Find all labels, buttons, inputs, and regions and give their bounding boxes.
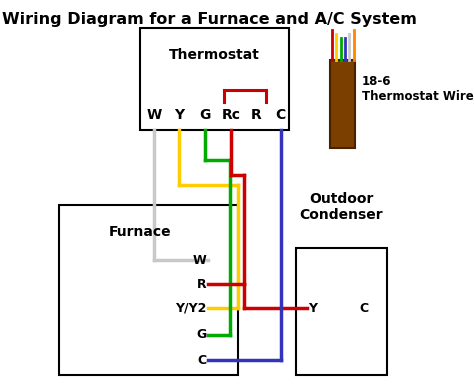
Text: Rc: Rc — [222, 108, 241, 122]
Bar — [330, 60, 356, 148]
Text: R: R — [197, 278, 206, 291]
Text: Thermostat: Thermostat — [169, 48, 260, 62]
Text: C: C — [359, 301, 368, 314]
Text: Outdoor
Condenser: Outdoor Condenser — [300, 192, 383, 222]
Text: C: C — [276, 108, 286, 122]
Text: W: W — [192, 253, 206, 267]
Bar — [296, 248, 387, 375]
Text: C: C — [197, 353, 206, 366]
Bar — [59, 205, 237, 375]
Text: G: G — [199, 108, 210, 122]
Bar — [140, 28, 289, 130]
Text: G: G — [196, 328, 206, 341]
Text: Y/Y2: Y/Y2 — [175, 301, 206, 314]
Text: Wiring Diagram for a Furnace and A/C System: Wiring Diagram for a Furnace and A/C Sys… — [2, 12, 417, 27]
Text: R: R — [250, 108, 261, 122]
Text: Y: Y — [174, 108, 184, 122]
Text: Y: Y — [308, 301, 317, 314]
Text: W: W — [146, 108, 161, 122]
Text: 18-6
Thermostat Wire: 18-6 Thermostat Wire — [362, 75, 474, 103]
Text: Furnace: Furnace — [108, 225, 171, 239]
